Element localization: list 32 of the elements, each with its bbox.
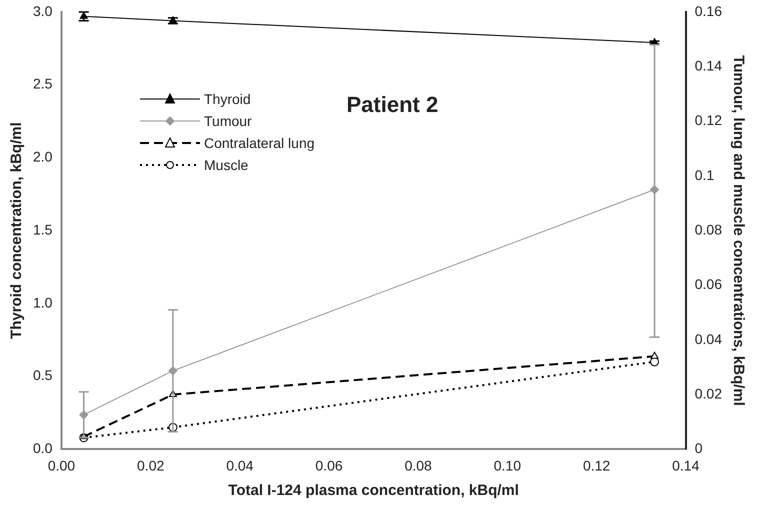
y2-tick-label: 0.02 (694, 385, 722, 402)
y-tick-label: 0.0 (32, 440, 53, 456)
y2-axis-title: Tumour, lung and muscle concentrations, kBq/ml (730, 55, 747, 406)
y-tick-label: 2.5 (32, 76, 53, 92)
x-tick-label: 0.00 (48, 457, 76, 474)
y-axis-title: Thyroid concentration, kBq/ml (8, 122, 26, 339)
y-tick-label: 1.0 (32, 294, 53, 310)
x-axis-title: Total I-124 plasma concentration, kBq/ml (228, 482, 519, 500)
legend-label: Thyroid (204, 90, 251, 109)
text: Patient 2 (346, 92, 438, 117)
y-tick-label: 1.5 (32, 221, 53, 238)
x-tick-label: 0.14 (672, 457, 700, 474)
x-tick-label: 0.10 (494, 457, 522, 474)
y2-tick-label: 0.14 (694, 58, 722, 74)
y-tick-label: 0.5 (32, 367, 53, 384)
y2-tick-label: 0.1 (694, 166, 714, 183)
x-tick-label: 0.04 (226, 457, 254, 474)
legend-label: Muscle (204, 156, 248, 175)
legend-label: Tumour (204, 112, 252, 131)
y2-tick-label: 0.12 (694, 112, 722, 128)
y-tick-label: 3.0 (32, 2, 53, 19)
y2-tick-label: 0.06 (694, 276, 722, 292)
y2-tick-label: 0 (694, 440, 703, 456)
x-tick-label: 0.02 (137, 457, 164, 474)
y2-tick-label: 0.16 (694, 2, 722, 19)
x-tick-label: 0.06 (315, 457, 343, 474)
legend-label: Contralateral lung (204, 134, 315, 153)
y2-tick-label: 0.04 (694, 330, 722, 347)
y2-tick-label: 0.08 (694, 221, 722, 238)
x-tick-label: 0.08 (404, 457, 432, 474)
y-tick-label: 2.0 (32, 148, 53, 165)
x-tick-label: 0.12 (582, 457, 610, 474)
